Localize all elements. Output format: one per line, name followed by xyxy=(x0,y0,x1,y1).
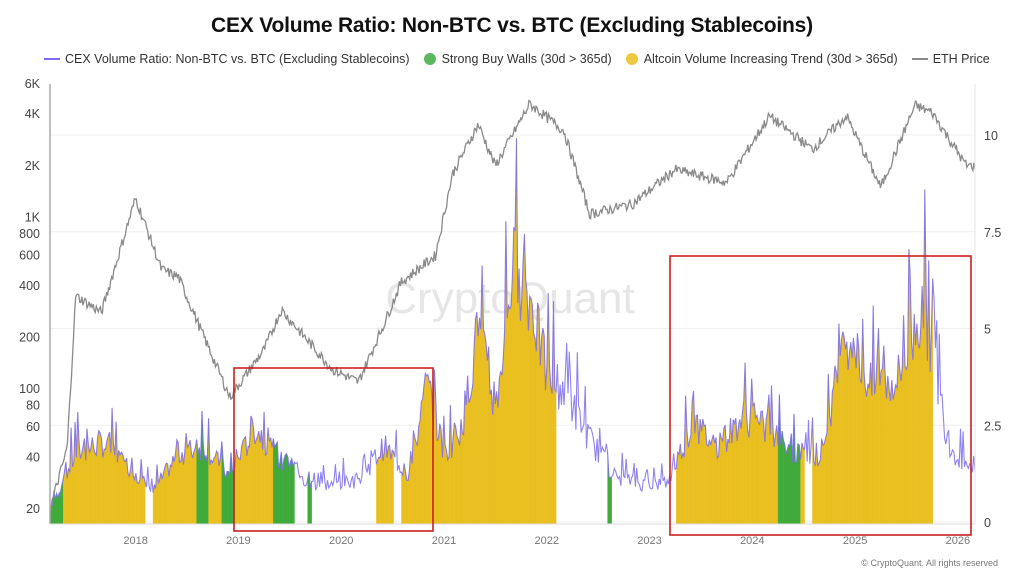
legend-label: Altcoin Volume Increasing Trend (30d > 3… xyxy=(643,52,898,66)
svg-text:600: 600 xyxy=(19,249,40,263)
svg-text:400: 400 xyxy=(19,279,40,293)
svg-text:1K: 1K xyxy=(25,211,41,225)
legend-label: ETH Price xyxy=(932,52,990,66)
svg-text:80: 80 xyxy=(26,399,40,413)
right-y-axis: 0 2.5 5 7.5 10 xyxy=(984,129,1001,530)
svg-text:2019: 2019 xyxy=(226,535,250,547)
copyright-notice: © CryptoQuant. All rights reserved xyxy=(861,558,998,568)
eth-price-series xyxy=(49,99,976,511)
dot-swatch-icon xyxy=(625,53,638,65)
svg-text:40: 40 xyxy=(26,450,40,464)
svg-text:2K: 2K xyxy=(25,159,41,173)
svg-text:6K: 6K xyxy=(25,77,41,91)
ratio-series xyxy=(49,138,976,511)
svg-text:2021: 2021 xyxy=(432,535,456,547)
line-swatch-icon xyxy=(911,58,928,60)
svg-text:2024: 2024 xyxy=(740,535,764,547)
legend-item-eth-price[interactable]: ETH Price xyxy=(911,52,990,66)
legend-item-altcoin-trend[interactable]: Altcoin Volume Increasing Trend (30d > 3… xyxy=(625,52,898,66)
svg-text:2023: 2023 xyxy=(637,535,661,547)
legend-label: Strong Buy Walls (30d > 365d) xyxy=(441,52,612,66)
svg-text:7.5: 7.5 xyxy=(984,226,1001,240)
left-y-axis: 20 40 60 80 100 200 400 600 800 1K 2K 4K 6K xyxy=(19,77,41,516)
legend-item-ratio[interactable]: CEX Volume Ratio: Non-BTC vs. BTC (Exclu… xyxy=(44,52,410,66)
line-swatch-icon xyxy=(44,58,60,60)
svg-text:2018: 2018 xyxy=(123,535,147,547)
svg-text:20: 20 xyxy=(26,502,40,516)
svg-text:4K: 4K xyxy=(25,107,41,121)
svg-text:2025: 2025 xyxy=(843,535,867,547)
legend-label: CEX Volume Ratio: Non-BTC vs. BTC (Exclu… xyxy=(65,52,410,66)
chart-title: CEX Volume Ratio: Non-BTC vs. BTC (Exclu… xyxy=(211,14,813,37)
svg-text:0: 0 xyxy=(984,516,991,530)
svg-text:2.5: 2.5 xyxy=(984,419,1001,433)
svg-text:200: 200 xyxy=(19,330,40,344)
svg-text:2022: 2022 xyxy=(535,535,559,547)
svg-text:100: 100 xyxy=(19,382,40,396)
legend-item-buy-walls[interactable]: Strong Buy Walls (30d > 365d) xyxy=(423,52,612,66)
svg-text:2020: 2020 xyxy=(329,535,353,547)
svg-text:2026: 2026 xyxy=(946,535,970,547)
highlight-box-2019-2020 xyxy=(233,367,434,532)
x-axis: 2018 2019 2020 2021 2022 2023 2024 2025 2026 xyxy=(123,535,970,547)
dot-swatch-icon xyxy=(423,53,436,65)
highlight-boxes xyxy=(233,255,972,536)
chart-legend: CEX Volume Ratio: Non-BTC vs. BTC (Exclu… xyxy=(44,50,994,68)
svg-text:10: 10 xyxy=(984,129,998,143)
svg-text:60: 60 xyxy=(26,420,40,434)
highlight-areas xyxy=(49,138,933,525)
svg-text:5: 5 xyxy=(984,323,991,337)
svg-text:800: 800 xyxy=(19,227,40,241)
highlight-box-2023-2026 xyxy=(669,255,972,536)
